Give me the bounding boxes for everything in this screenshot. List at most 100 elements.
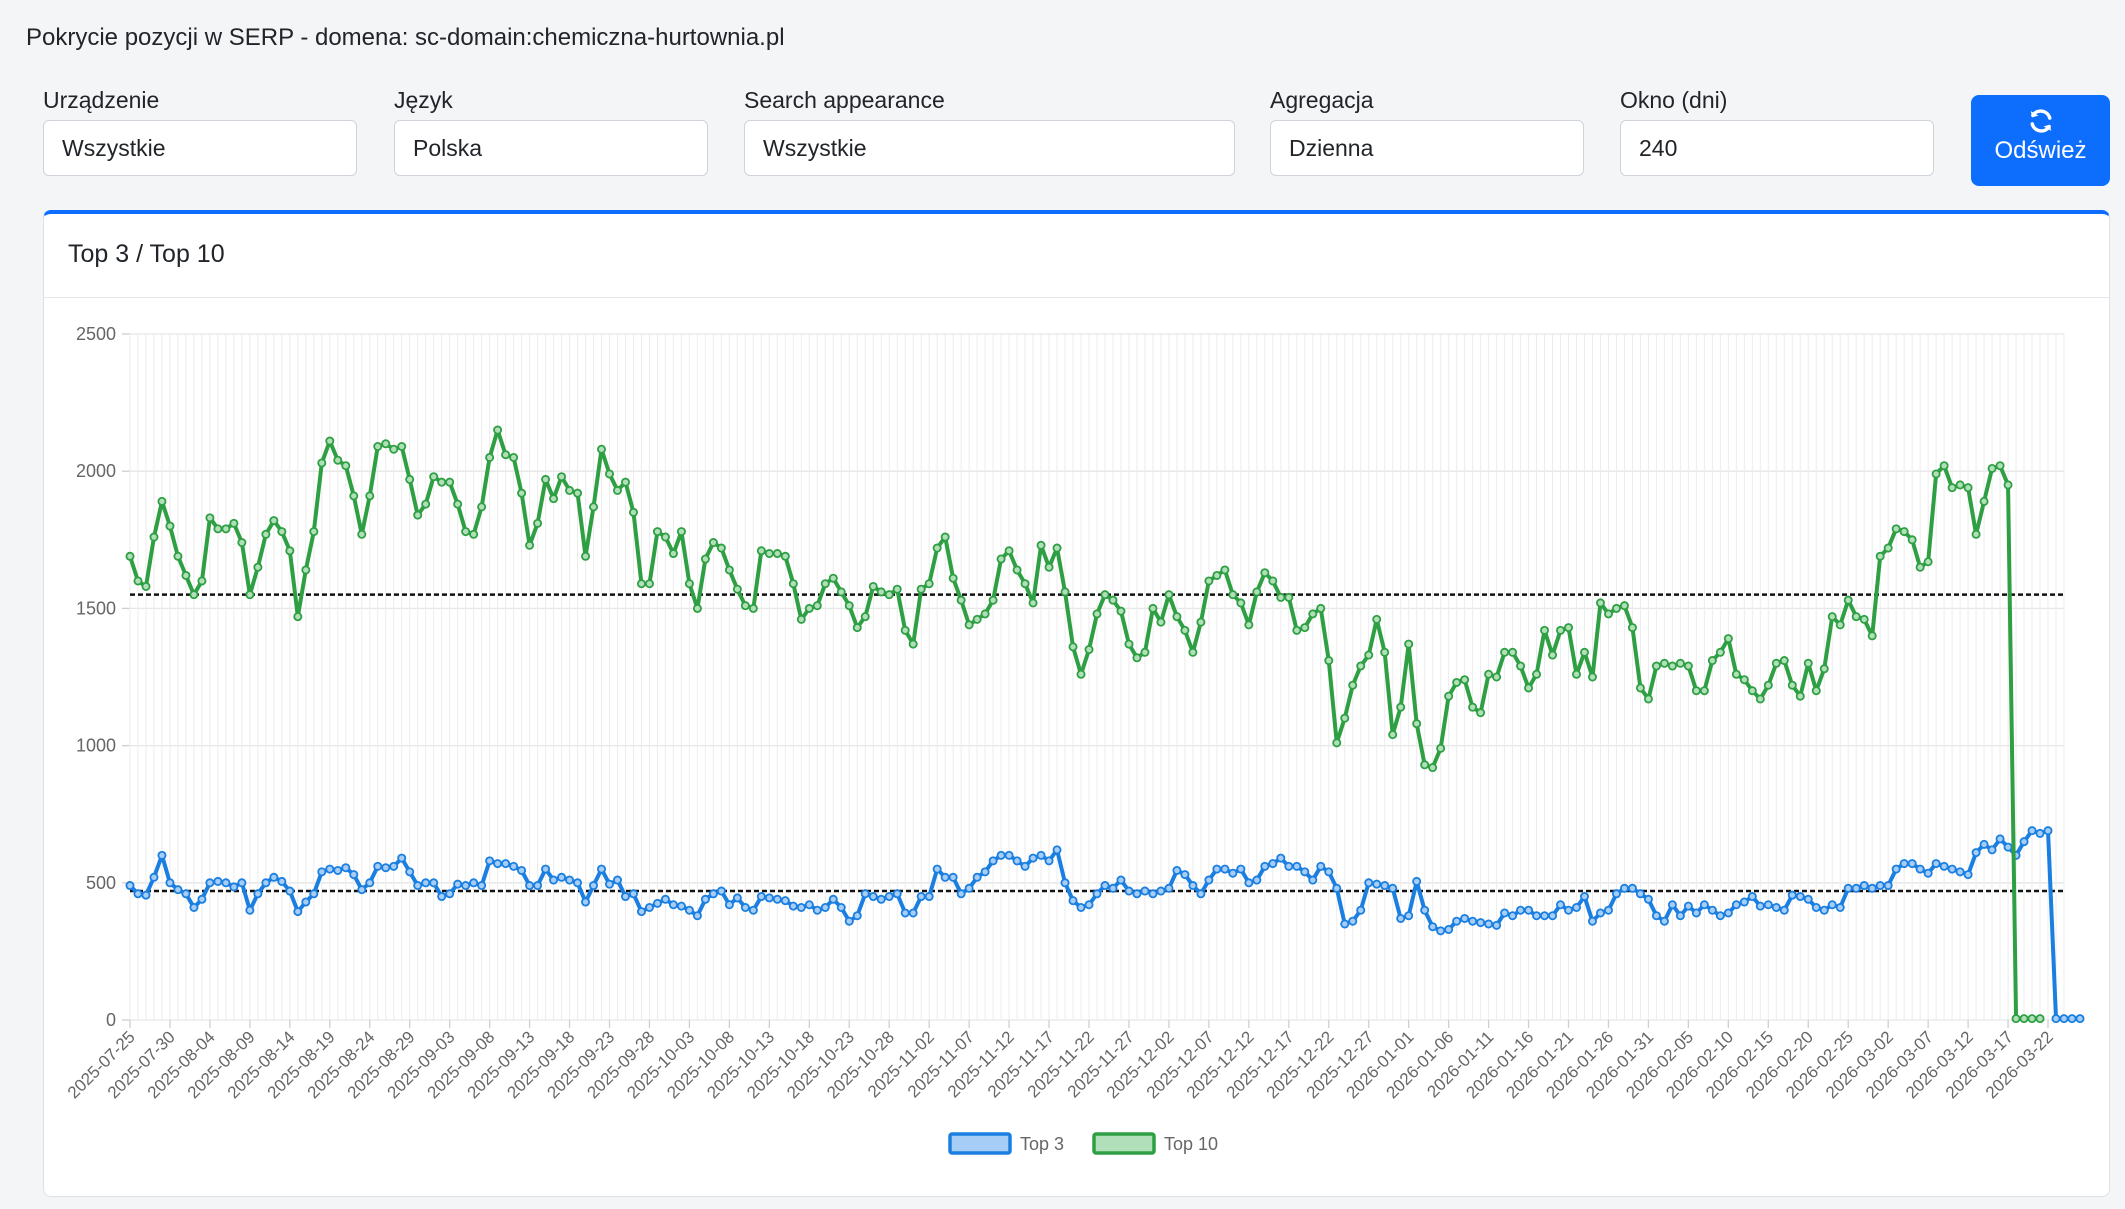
data-point: [1132, 889, 1142, 899]
data-point: [1124, 886, 1134, 896]
data-point: [1899, 527, 1909, 537]
data-point: [1675, 658, 1685, 668]
data-point: [365, 878, 375, 888]
data-point: [1779, 656, 1789, 666]
data-point: [1092, 609, 1102, 619]
data-point: [772, 894, 782, 904]
data-point: [429, 878, 439, 888]
data-point: [453, 499, 463, 509]
data-point: [1092, 889, 1102, 899]
data-point: [1627, 883, 1637, 893]
data-point: [1228, 590, 1238, 600]
data-point: [1923, 868, 1933, 878]
data-point: [1180, 870, 1190, 880]
aggregation-select[interactable]: Dzienna: [1270, 120, 1584, 176]
device-select[interactable]: Wszystkie: [43, 120, 357, 176]
data-point: [644, 902, 654, 912]
data-point: [549, 494, 559, 504]
data-point: [325, 436, 335, 446]
data-point: [333, 865, 343, 875]
data-point: [1931, 859, 1941, 869]
data-point: [173, 885, 183, 895]
filter-window-days: Okno (dni) 240: [1620, 84, 1934, 176]
data-point: [381, 863, 391, 873]
data-point: [1699, 686, 1709, 696]
search-appearance-select[interactable]: Wszystkie: [744, 120, 1235, 176]
data-point: [1476, 918, 1486, 928]
data-point: [1460, 675, 1470, 685]
data-point: [1755, 694, 1765, 704]
data-point: [237, 878, 247, 888]
data-point: [1540, 625, 1550, 635]
data-point: [1987, 845, 1997, 855]
data-point: [1028, 598, 1038, 608]
data-point: [1356, 905, 1366, 915]
data-point: [1444, 691, 1454, 701]
chart-card-title: Top 3 / Top 10: [44, 214, 2109, 298]
data-point: [301, 565, 311, 575]
data-point: [844, 601, 854, 611]
data-point: [732, 893, 742, 903]
data-point: [796, 902, 806, 912]
language-select[interactable]: Polska: [394, 120, 708, 176]
data-point: [557, 872, 567, 882]
data-point: [165, 878, 175, 888]
y-tick-label: 1000: [76, 736, 116, 756]
data-point: [597, 444, 607, 454]
data-point: [1324, 656, 1334, 666]
data-point: [245, 590, 255, 600]
data-point: [1428, 922, 1438, 932]
data-point: [1396, 913, 1406, 923]
data-point: [2035, 1014, 2045, 1024]
data-point: [1212, 570, 1222, 580]
data-point: [1611, 889, 1621, 899]
data-point: [509, 861, 519, 871]
data-point: [1619, 601, 1629, 611]
data-point: [844, 916, 854, 926]
data-point: [421, 499, 431, 509]
data-point: [1931, 469, 1941, 479]
data-point: [2003, 480, 2013, 490]
data-point: [1635, 889, 1645, 899]
data-point: [788, 579, 798, 589]
data-point: [1316, 603, 1326, 613]
data-point: [860, 889, 870, 899]
data-point: [1276, 592, 1286, 602]
data-point: [620, 477, 630, 487]
data-point: [1260, 861, 1270, 871]
data-point: [1659, 658, 1669, 668]
data-point: [924, 892, 934, 902]
data-point: [1460, 913, 1470, 923]
refresh-button-label: Odśwież: [1994, 137, 2087, 164]
data-point: [1851, 883, 1861, 893]
data-point: [181, 889, 191, 899]
data-point: [1364, 878, 1374, 888]
data-point: [708, 538, 718, 548]
data-point: [1747, 892, 1757, 902]
data-point: [1564, 623, 1574, 633]
data-point: [341, 461, 351, 471]
window-days-input[interactable]: 240: [1620, 120, 1934, 176]
data-point: [1979, 496, 1989, 506]
data-point: [1548, 911, 1558, 921]
data-point: [1196, 889, 1206, 899]
data-point: [2051, 1014, 2061, 1024]
data-point: [573, 488, 583, 498]
data-point: [1116, 875, 1126, 885]
data-point: [956, 889, 966, 899]
y-tick-label: 2500: [76, 324, 116, 344]
data-point: [1412, 719, 1422, 729]
data-point: [1811, 902, 1821, 912]
data-point: [469, 529, 479, 539]
data-point: [700, 894, 710, 904]
data-point: [2043, 826, 2053, 836]
data-point: [413, 881, 423, 891]
data-point: [972, 614, 982, 624]
data-point: [1156, 886, 1166, 896]
data-point: [1356, 661, 1366, 671]
refresh-button[interactable]: Odśwież: [1971, 95, 2110, 186]
data-point: [684, 905, 694, 915]
data-point: [1468, 702, 1478, 712]
data-point: [940, 872, 950, 882]
data-point: [493, 425, 503, 435]
